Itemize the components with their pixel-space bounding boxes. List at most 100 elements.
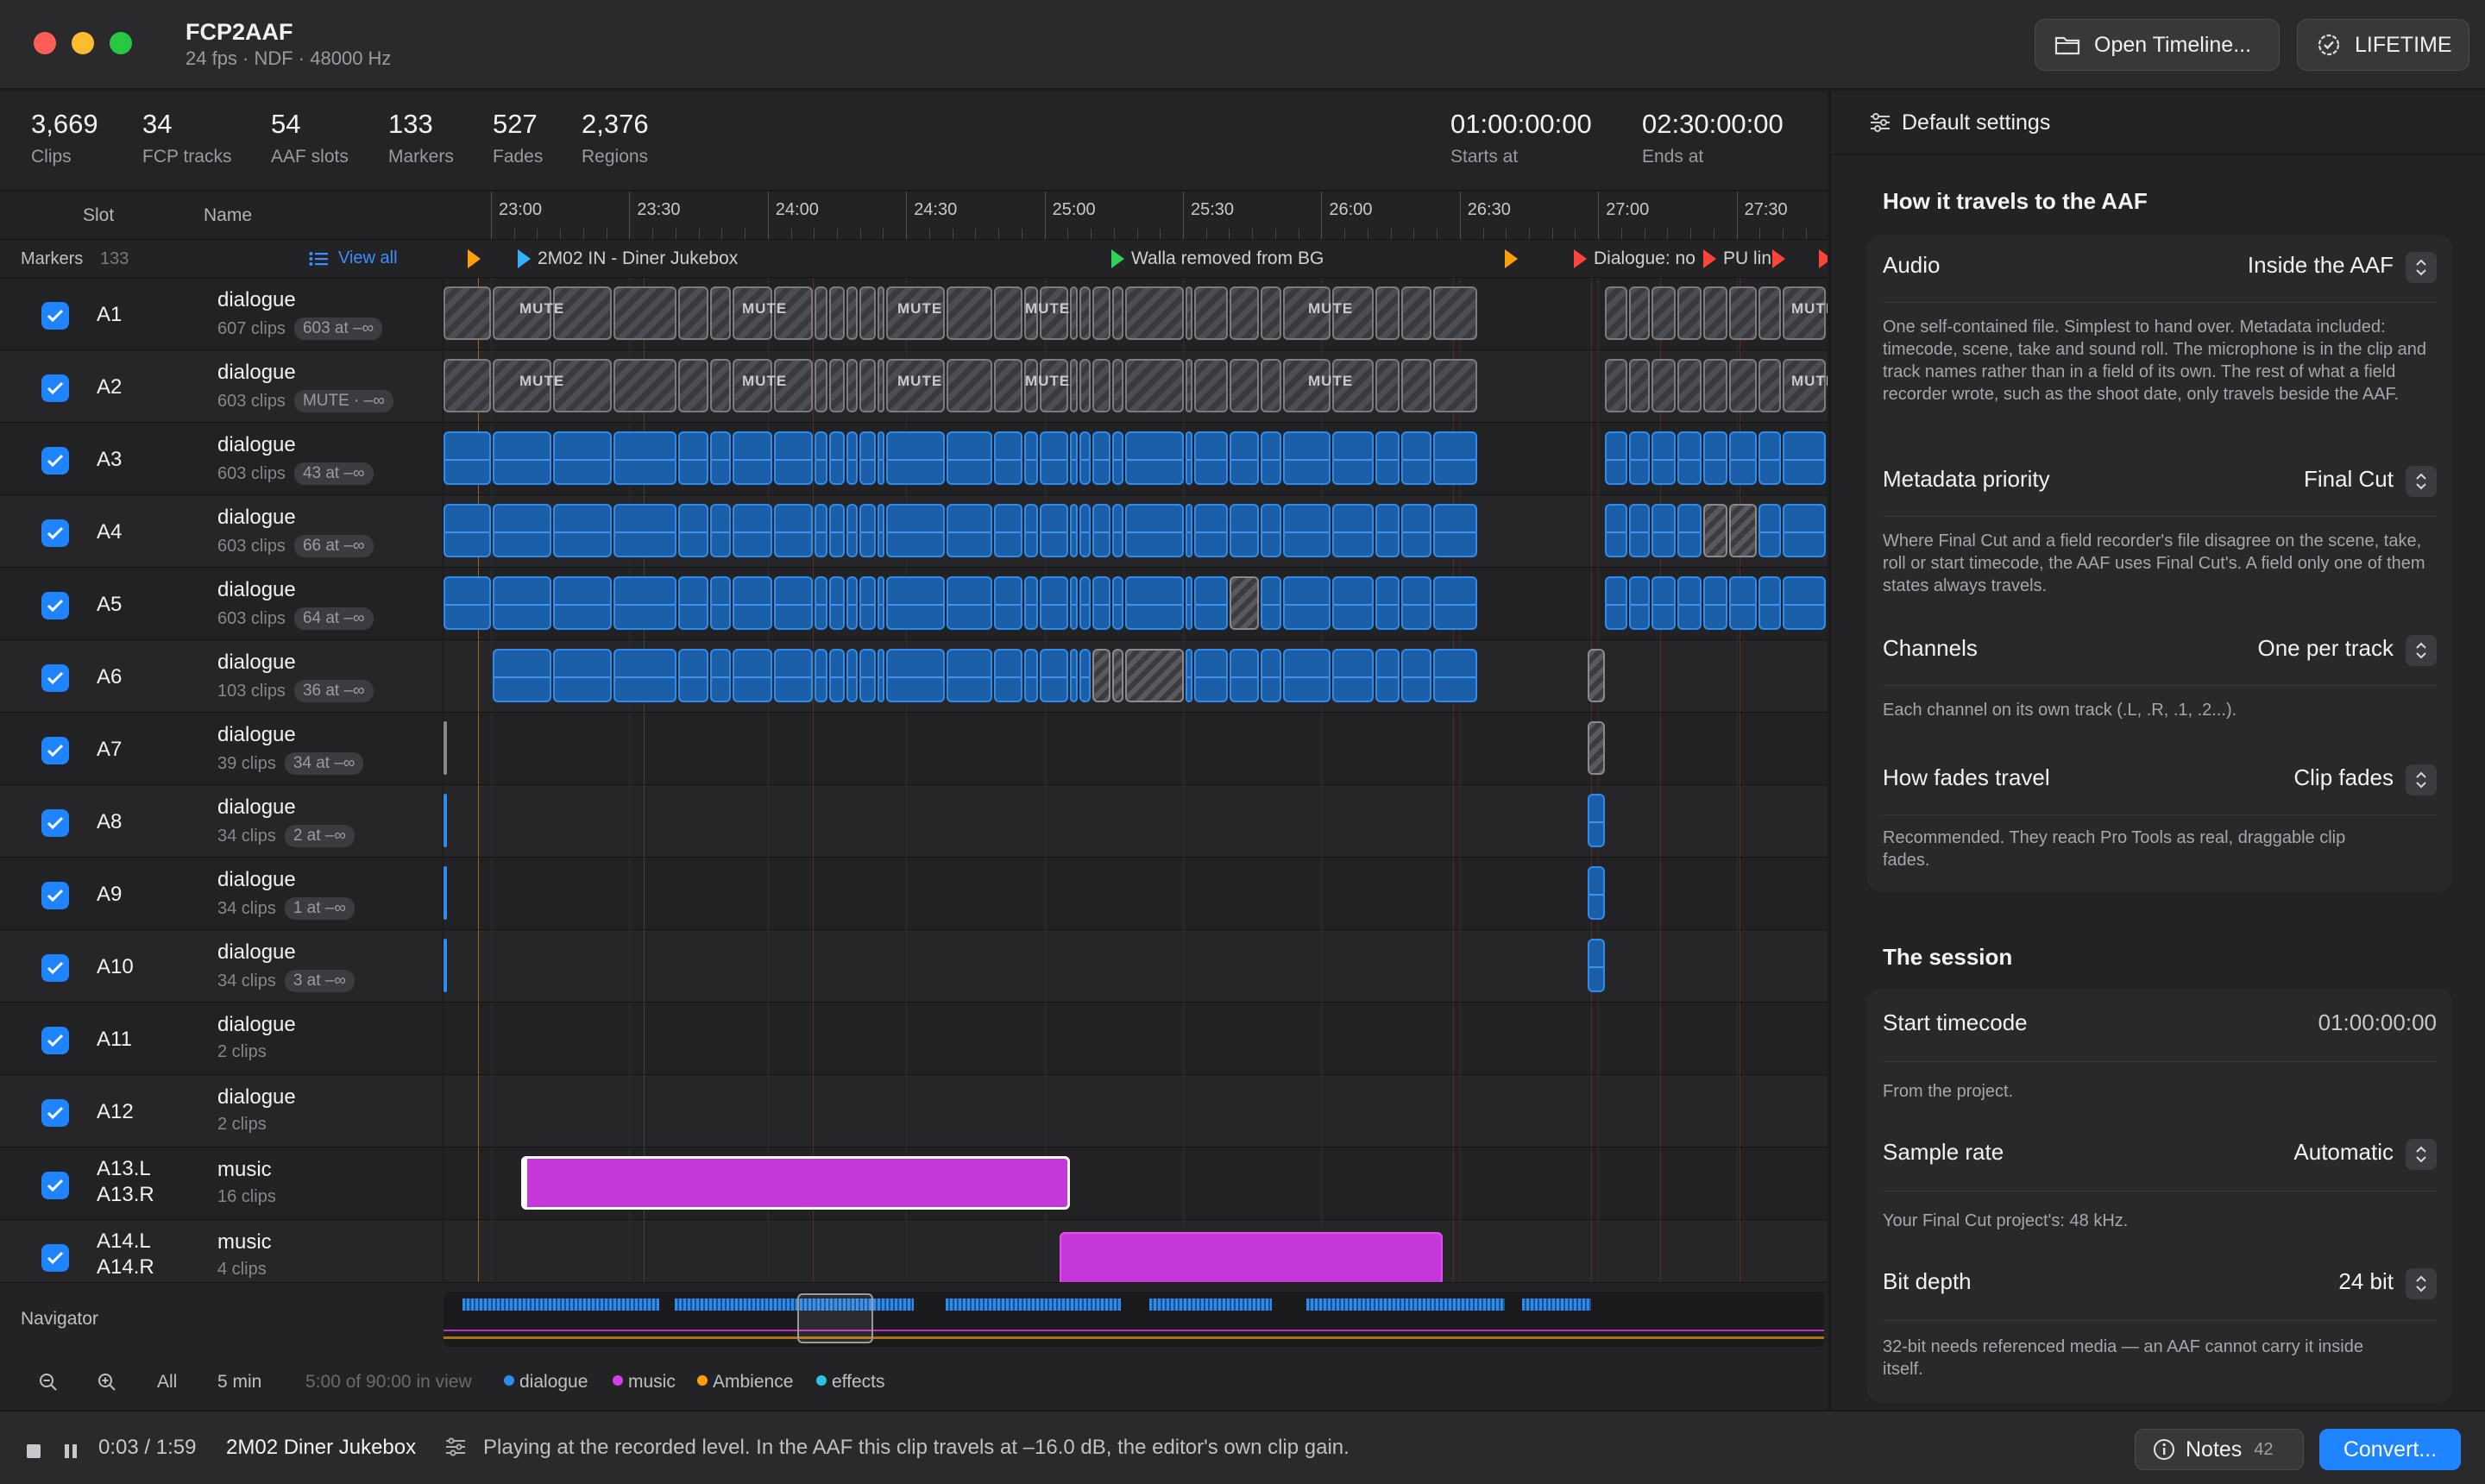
zoom-out-button[interactable] [38, 1372, 59, 1398]
track-lane[interactable]: MUTE MUTE MUTE MUTE MUTE MUTE [444, 350, 1828, 422]
muted-clip[interactable] [846, 359, 858, 412]
track-lane[interactable] [444, 1075, 1828, 1147]
audio-clip[interactable] [846, 431, 858, 485]
audio-clip[interactable] [1230, 649, 1259, 702]
muted-clip[interactable] [1024, 286, 1038, 340]
muted-clip[interactable] [493, 286, 551, 340]
muted-clip[interactable] [1401, 359, 1431, 412]
marker-flag[interactable] [1819, 248, 1828, 269]
muted-clip[interactable] [678, 359, 708, 412]
track-row[interactable]: A11 dialogue 2 clips [0, 1003, 1828, 1075]
track-row[interactable]: A3 dialogue 603 clips 43 at –∞ [0, 423, 1828, 495]
track-lane[interactable] [444, 495, 1828, 567]
audio-clip[interactable] [733, 504, 772, 557]
track-enabled-checkbox[interactable] [41, 809, 69, 837]
audio-clip[interactable] [1375, 649, 1400, 702]
audio-clip[interactable] [613, 649, 676, 702]
muted-clip[interactable] [1092, 286, 1110, 340]
muted-clip[interactable] [1758, 359, 1781, 412]
track-lane[interactable] [444, 423, 1828, 494]
audio-clip[interactable] [553, 431, 612, 485]
audio-clip[interactable] [829, 504, 845, 557]
audio-clip[interactable] [878, 504, 884, 557]
audio-clip[interactable] [493, 431, 551, 485]
metadata-priority-setting[interactable]: Metadata priority Final Cut [1883, 466, 2437, 500]
audio-clip[interactable] [1332, 649, 1374, 702]
muted-clip[interactable] [733, 286, 772, 340]
track-row[interactable]: A12 dialogue 2 clips [0, 1075, 1828, 1148]
muted-clip[interactable] [1332, 286, 1374, 340]
audio-clip[interactable] [1729, 431, 1757, 485]
marker-flag[interactable] [1772, 248, 1792, 269]
audio-clip[interactable] [774, 504, 813, 557]
muted-clip[interactable] [1194, 286, 1228, 340]
muted-clip[interactable] [493, 359, 551, 412]
audio-clip[interactable] [947, 504, 992, 557]
muted-clip[interactable] [1703, 286, 1727, 340]
muted-clip[interactable] [1783, 286, 1826, 340]
audio-clip[interactable] [733, 576, 772, 630]
muted-clip[interactable] [613, 359, 676, 412]
pause-button[interactable] [64, 1441, 78, 1465]
muted-clip[interactable] [444, 286, 491, 340]
muted-clip[interactable] [553, 359, 612, 412]
muted-clip[interactable] [1125, 359, 1184, 412]
bit-depth-chevrons-icon[interactable] [2406, 1268, 2437, 1299]
muted-clip[interactable] [1651, 359, 1676, 412]
audio-clip[interactable] [859, 576, 876, 630]
timeline-ruler[interactable]: 23:00 23:30 24:00 24:30 25:00 25:30 26:00 26:30… [444, 192, 1828, 240]
audio-clip[interactable] [553, 576, 612, 630]
audio-clip[interactable] [444, 866, 447, 920]
audio-clip[interactable] [1230, 504, 1259, 557]
track-lane[interactable] [444, 930, 1828, 1002]
marker-flag[interactable] [1505, 248, 1525, 269]
muted-clip[interactable] [1703, 359, 1727, 412]
fades-setting[interactable]: How fades travel Clip fades [1883, 764, 2437, 799]
muted-clip[interactable] [774, 359, 813, 412]
muted-clip[interactable] [1261, 359, 1281, 412]
metadata-priority-chevrons-icon[interactable] [2406, 466, 2437, 497]
track-lane[interactable]: MUTE MUTE MUTE MUTE MUTE MUTE [444, 278, 1828, 349]
audio-clip[interactable] [678, 431, 708, 485]
muted-clip[interactable] [710, 286, 731, 340]
track-enabled-checkbox[interactable] [41, 954, 69, 982]
audio-clip[interactable] [1729, 576, 1757, 630]
audio-clip[interactable] [994, 576, 1022, 630]
muted-clip[interactable] [1079, 286, 1091, 340]
audio-clip[interactable] [1401, 649, 1431, 702]
slot-column-header[interactable]: Slot [83, 205, 115, 225]
audio-clip[interactable] [947, 576, 992, 630]
track-lane[interactable] [444, 785, 1828, 857]
audio-clip[interactable] [1186, 576, 1192, 630]
audio-clip[interactable] [710, 576, 731, 630]
muted-clip[interactable] [1433, 359, 1477, 412]
muted-clip[interactable] [444, 721, 447, 775]
muted-clip[interactable] [859, 286, 876, 340]
muted-clip[interactable] [815, 359, 827, 412]
audio-clip[interactable] [1283, 431, 1331, 485]
convert-button[interactable]: Convert... [2319, 1429, 2461, 1470]
track-lane[interactable] [444, 1003, 1828, 1074]
track-row[interactable]: A9 dialogue 34 clips 1 at –∞ [0, 858, 1828, 930]
muted-clip[interactable] [733, 359, 772, 412]
audio-clip[interactable] [1629, 431, 1650, 485]
audio-clip[interactable] [1729, 504, 1757, 557]
audio-clip[interactable] [1070, 649, 1078, 702]
track-enabled-checkbox[interactable] [41, 447, 69, 475]
muted-clip[interactable] [1186, 286, 1192, 340]
audio-clip[interactable] [774, 431, 813, 485]
audio-clip[interactable] [710, 431, 731, 485]
muted-clip[interactable] [886, 286, 945, 340]
marker-dialogue-no[interactable]: Dialogue: no [1574, 248, 1695, 269]
audio-clip[interactable] [1194, 576, 1228, 630]
muted-clip[interactable] [1261, 286, 1281, 340]
audio-clip[interactable] [1079, 649, 1091, 702]
muted-clip[interactable] [1629, 286, 1650, 340]
audio-clip[interactable] [815, 431, 827, 485]
audio-clip[interactable] [1112, 649, 1123, 702]
window-zoom-button[interactable] [110, 32, 132, 54]
audio-clip[interactable] [1092, 431, 1110, 485]
audio-clip[interactable] [444, 576, 491, 630]
muted-clip[interactable] [1112, 286, 1123, 340]
audio-clip[interactable] [1125, 431, 1184, 485]
